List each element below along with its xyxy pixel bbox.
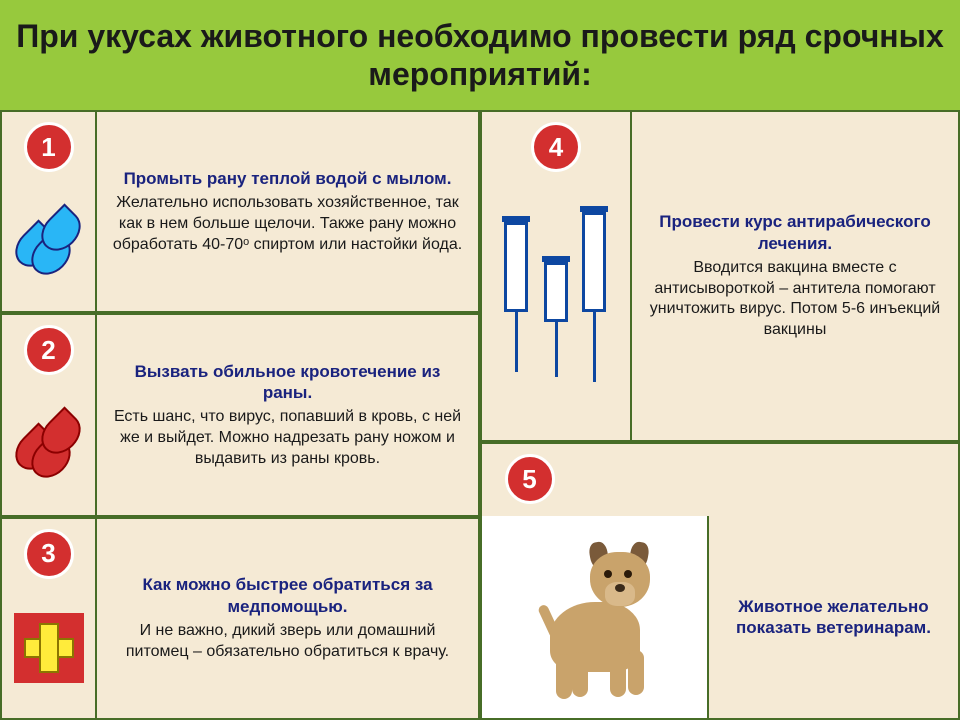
step-4-number: 4 <box>531 122 581 172</box>
step-3-side: 3 <box>2 519 97 718</box>
step-3-text: Как можно быстрее обратиться за медпомощ… <box>97 519 478 718</box>
step-5-title: Животное желательно показать ветеринарам… <box>721 596 946 639</box>
step-4-title: Провести курс антирабического лечения. <box>644 211 946 254</box>
left-column: 1 Промыть рану теплой водой с мылом. Жел… <box>0 110 480 720</box>
step-2-text: Вызвать обильное кровотечение из раны. Е… <box>97 315 478 514</box>
water-drops-icon <box>2 182 95 301</box>
content-grid: 1 Промыть рану теплой водой с мылом. Жел… <box>0 110 960 720</box>
step-3-title: Как можно быстрее обратиться за медпомощ… <box>109 574 466 617</box>
step-5-top: 5 <box>482 444 958 516</box>
step-2-number: 2 <box>24 325 74 375</box>
step-4-side: 4 <box>482 112 632 440</box>
step-4-text: Провести курс антирабического лечения. В… <box>632 112 958 440</box>
step-3-body: И не важно, дикий зверь или домашний пит… <box>109 621 466 663</box>
step-4-body: Вводится вакцина вместе с антисывороткой… <box>644 258 946 341</box>
step-1-title: Промыть рану теплой водой с мылом. <box>109 168 466 189</box>
step-1-body: Желательно использовать хозяйственное, т… <box>109 193 466 255</box>
syringes-icon <box>482 182 630 430</box>
step-1-text: Промыть рану теплой водой с мылом. Желат… <box>97 112 478 311</box>
step-5-text: Животное желательно показать ветеринарам… <box>709 516 958 718</box>
blood-drops-icon <box>2 385 95 504</box>
step-1-number: 1 <box>24 122 74 172</box>
step-2-side: 2 <box>2 315 97 514</box>
step-1-side: 1 <box>2 112 97 311</box>
dog-icon <box>482 516 709 718</box>
step-card-1: 1 Промыть рану теплой водой с мылом. Жел… <box>0 110 480 313</box>
step-2-title: Вызвать обильное кровотечение из раны. <box>109 361 466 404</box>
step-card-5: 5 <box>480 442 960 720</box>
header: При укусах животного необходимо провести… <box>0 0 960 110</box>
step-5-bottom: Животное желательно показать ветеринарам… <box>482 516 958 718</box>
page-title: При укусах животного необходимо провести… <box>10 17 950 94</box>
step-5-number: 5 <box>505 454 555 504</box>
step-card-2: 2 Вызвать обильное кровотечение из раны.… <box>0 313 480 516</box>
step-2-body: Есть шанс, что вирус, попавший в кровь, … <box>109 407 466 469</box>
step-5-side: 5 <box>482 444 577 516</box>
step-card-4: 4 Провести курс антирабического лечения.… <box>480 110 960 442</box>
step-card-3: 3 Как можно быстрее обратиться за медпом… <box>0 517 480 720</box>
step-5-spacer <box>577 444 958 516</box>
step-3-number: 3 <box>24 529 74 579</box>
right-column: 4 Провести курс антирабического лечения.… <box>480 110 960 720</box>
medical-cross-icon <box>2 589 95 708</box>
